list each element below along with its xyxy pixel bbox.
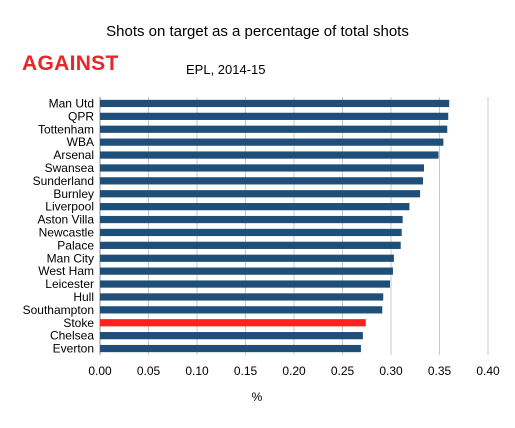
x-tick-label: 0.30 <box>379 364 403 378</box>
bar <box>100 293 384 301</box>
x-tick-label: 0.25 <box>331 364 355 378</box>
category-label: Aston Villa <box>38 213 95 227</box>
category-label: QPR <box>68 109 94 123</box>
bar <box>100 344 361 353</box>
x-tick-label: 0.20 <box>282 364 306 378</box>
x-tick-label: 0.40 <box>476 364 500 378</box>
bar <box>100 241 401 249</box>
bar <box>100 280 391 288</box>
category-label: Burnley <box>53 187 94 201</box>
x-axis-label: % <box>252 390 263 404</box>
category-label: Southampton <box>23 303 94 317</box>
category-label: Tottenham <box>38 122 94 136</box>
x-tick-label: 0.35 <box>428 364 452 378</box>
category-label: Man City <box>47 251 94 265</box>
category-label: Newcastle <box>39 225 95 239</box>
category-label: Chelsea <box>50 329 94 343</box>
category-label: Stoke <box>63 316 94 330</box>
x-tick-label: 0.10 <box>185 364 209 378</box>
bar <box>100 306 383 314</box>
chart-subtitle: EPL, 2014-15 <box>186 62 266 77</box>
bar <box>100 138 444 146</box>
chart-title: Shots on target as a percentage of total… <box>106 23 409 40</box>
against-label: AGAINST <box>22 52 119 75</box>
bar <box>100 164 424 172</box>
bar <box>100 215 403 224</box>
bar <box>100 254 394 262</box>
category-label: Hull <box>73 290 94 304</box>
x-tick-label: 0.00 <box>88 364 112 378</box>
category-label: Arsenal <box>53 148 94 162</box>
bar <box>100 125 448 133</box>
category-label: Man Utd <box>49 96 94 110</box>
category-label: Palace <box>57 238 94 252</box>
bar <box>100 267 393 275</box>
bar <box>100 99 450 108</box>
category-label: Sunderland <box>33 174 94 188</box>
bar <box>100 177 424 185</box>
bar <box>100 112 449 120</box>
bar <box>100 203 410 211</box>
bar <box>100 228 402 237</box>
category-label: Leicester <box>45 277 94 291</box>
bar <box>100 190 421 198</box>
category-label: WBA <box>67 135 94 149</box>
category-label: West Ham <box>38 264 94 278</box>
bar-highlight <box>100 319 366 327</box>
category-label: Swansea <box>45 161 95 175</box>
x-tick-label: 0.05 <box>137 364 161 378</box>
bar <box>100 151 439 159</box>
bar <box>100 332 363 340</box>
category-label: Everton <box>53 342 94 356</box>
category-label: Liverpool <box>45 200 94 214</box>
x-tick-label: 0.15 <box>234 364 258 378</box>
